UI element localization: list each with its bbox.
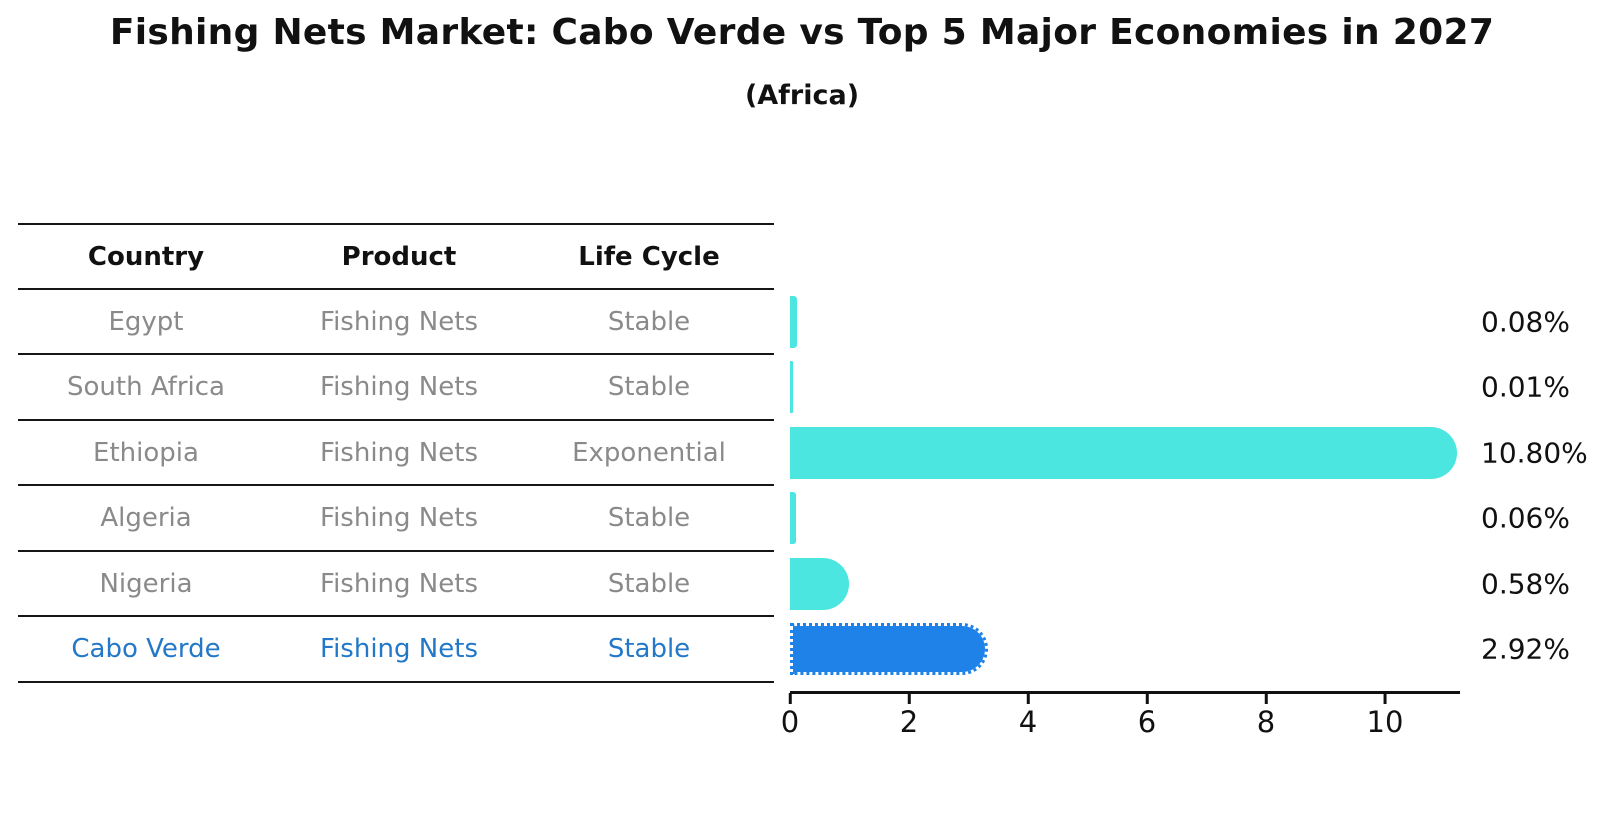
life-cycle-label: Stable <box>607 568 691 599</box>
country-label: South Africa <box>67 371 225 402</box>
column-header-product: Product <box>341 241 457 272</box>
tick-label: 4 <box>1018 705 1038 739</box>
value-label-ethiopia: 10.80% <box>1481 436 1588 469</box>
table-divider <box>18 681 774 683</box>
country-label: Nigeria <box>99 568 193 599</box>
tick-mark <box>1145 693 1149 704</box>
value-label-algeria: 0.06% <box>1481 501 1570 535</box>
table-row-ethiopia: Ethiopia Fishing Nets Exponential <box>18 420 774 485</box>
life-cycle-label: Exponential <box>572 437 726 468</box>
country-label: Ethiopia <box>93 437 199 468</box>
life-cycle-label: Stable <box>607 502 691 533</box>
tick-label: 2 <box>899 705 919 739</box>
x-axis-tick: 6 <box>1138 693 1156 739</box>
bar-south-africa <box>790 361 793 413</box>
table-row-egypt: Egypt Fishing Nets Stable <box>18 289 774 354</box>
tick-mark <box>788 693 792 704</box>
tick-label: 6 <box>1137 705 1157 739</box>
value-label-nigeria: 0.58% <box>1481 567 1570 600</box>
country-label: Algeria <box>100 502 192 533</box>
x-axis-tick: 8 <box>1257 693 1275 739</box>
x-axis-tick: 0 <box>781 693 799 739</box>
life-cycle-label: Stable <box>607 306 691 337</box>
x-axis-tick: 4 <box>1019 693 1037 739</box>
table-divider <box>18 353 774 355</box>
chart-title: Fishing Nets Market: Cabo Verde vs Top 5… <box>109 12 1495 53</box>
x-axis-tick: 2 <box>900 693 918 739</box>
product-label: Fishing Nets <box>320 306 478 337</box>
life-cycle-label: Stable <box>607 371 691 402</box>
column-header-country: Country <box>87 241 205 272</box>
table-divider <box>18 223 774 225</box>
table-divider <box>18 550 774 552</box>
bar-algeria <box>790 492 796 544</box>
tick-mark <box>1383 693 1387 704</box>
tick-label: 8 <box>1256 705 1276 739</box>
table-divider <box>18 419 774 421</box>
value-label-egypt: 0.08% <box>1481 305 1570 338</box>
tick-label: 10 <box>1366 705 1404 739</box>
life-cycle-label: Stable <box>607 633 691 664</box>
table-row-algeria: Algeria Fishing Nets Stable <box>18 485 774 550</box>
tick-mark <box>907 693 911 704</box>
product-label: Fishing Nets <box>320 568 478 599</box>
table-divider <box>18 615 774 617</box>
x-axis-tick: 10 <box>1366 693 1404 739</box>
table-row-cabo-verde: Cabo Verde Fishing Nets Stable <box>18 616 774 681</box>
table-divider <box>18 288 774 290</box>
value-label-cabo-verde: 2.92% <box>1481 632 1570 666</box>
table-row-south-africa: South Africa Fishing Nets Stable <box>18 354 774 419</box>
product-label: Fishing Nets <box>320 633 478 664</box>
product-label: Fishing Nets <box>320 371 478 402</box>
table-row-nigeria: Nigeria Fishing Nets Stable <box>18 551 774 616</box>
tick-mark <box>1026 693 1030 704</box>
country-label: Egypt <box>108 306 184 337</box>
value-label-south-africa: 0.01% <box>1481 370 1570 404</box>
bar-ethiopia <box>790 426 1457 479</box>
tick-mark <box>1264 693 1268 704</box>
chart-subtitle: (Africa) <box>744 80 860 111</box>
bar-cabo-verde <box>790 623 988 675</box>
product-label: Fishing Nets <box>320 502 478 533</box>
bar-nigeria <box>790 557 849 610</box>
tick-label: 0 <box>780 705 800 739</box>
product-label: Fishing Nets <box>320 437 478 468</box>
table-header-row: Country Product Life Cycle <box>18 224 774 289</box>
bar-egypt <box>790 295 797 348</box>
country-label: Cabo Verde <box>71 633 221 664</box>
table-divider <box>18 484 774 486</box>
x-axis-line <box>790 691 1460 694</box>
column-header-life-cycle: Life Cycle <box>578 241 720 272</box>
